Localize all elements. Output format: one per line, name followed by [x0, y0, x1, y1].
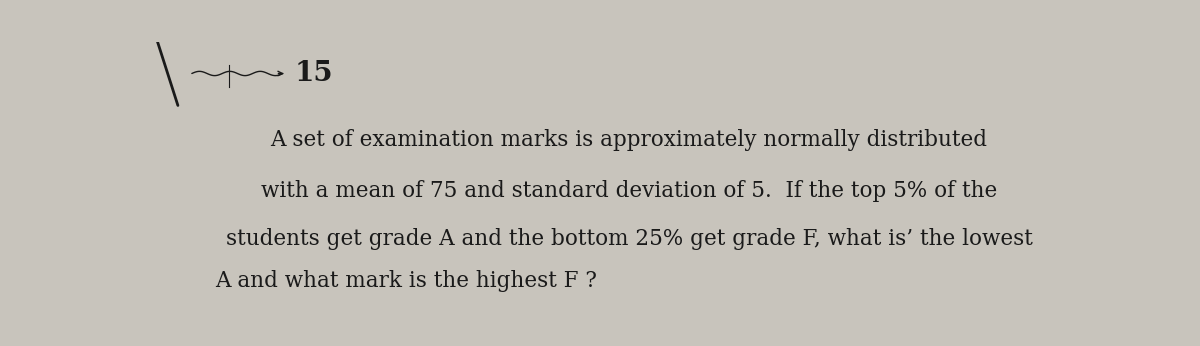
Text: with a mean of 75 and standard deviation of 5.  If the top 5% of the: with a mean of 75 and standard deviation… [260, 180, 997, 202]
Text: students get grade A and the bottom 25% get grade F, what is’ the lowest: students get grade A and the bottom 25% … [226, 228, 1032, 250]
Text: A and what mark is the highest F ?: A and what mark is the highest F ? [215, 270, 596, 292]
Text: A set of examination marks is approximately normally distributed: A set of examination marks is approximat… [270, 129, 988, 151]
Text: 15: 15 [294, 60, 332, 87]
